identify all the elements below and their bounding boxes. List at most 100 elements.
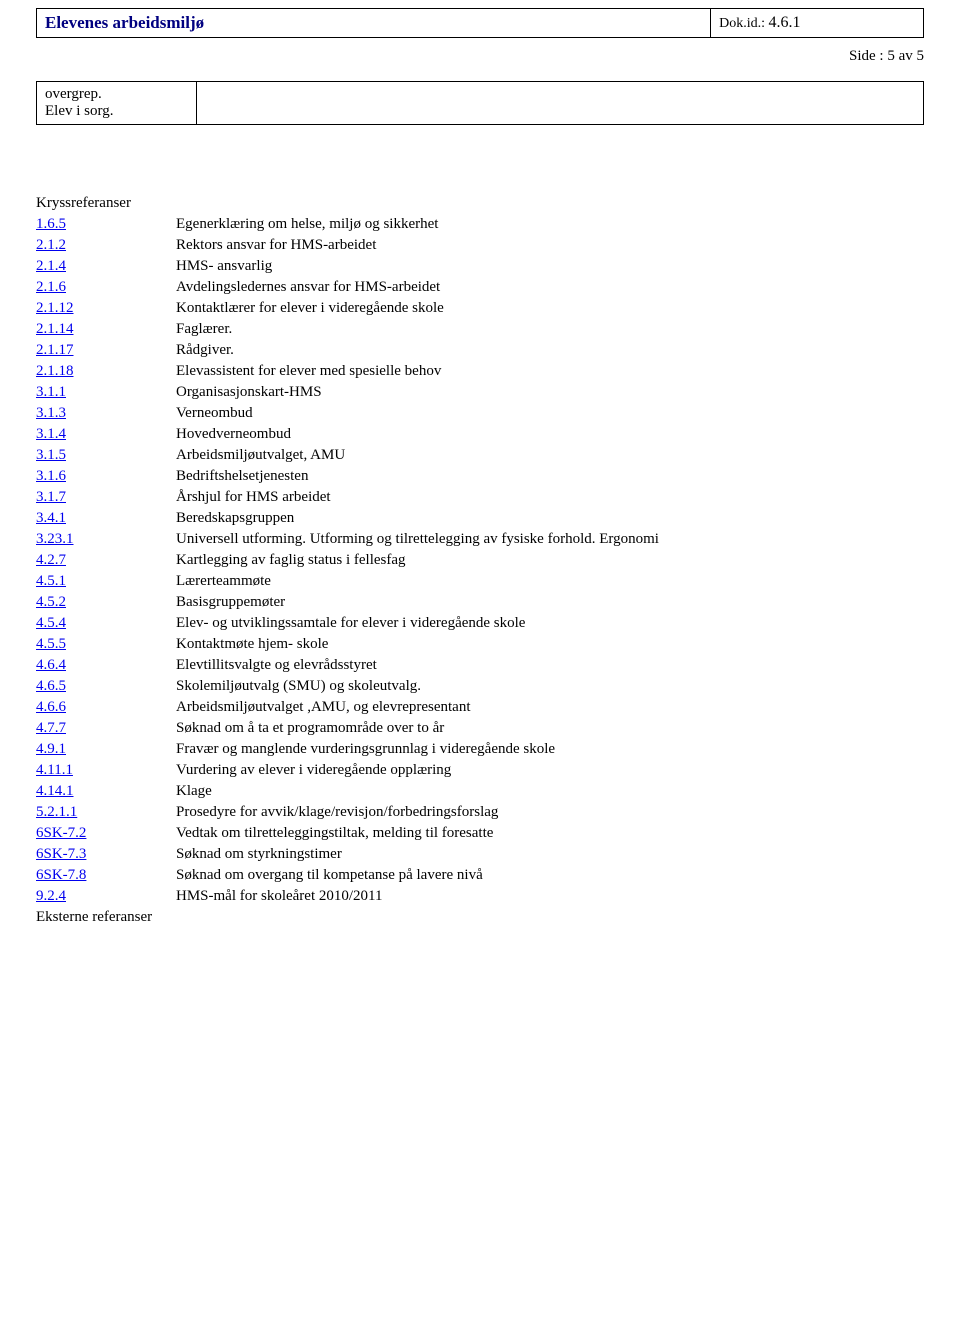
crossref-row: 4.6.5 Skolemiljøutvalg (SMU) og skoleutva… bbox=[36, 676, 659, 697]
crossref-row: 5.2.1.1 Prosedyre for avvik/klage/revisjo… bbox=[36, 802, 659, 823]
crossref-desc: Elevassistent for elever med spesielle b… bbox=[176, 361, 659, 382]
crossref-link[interactable]: 4.9.1 bbox=[36, 741, 66, 757]
crossref-link[interactable]: 6SK-7.2 bbox=[36, 825, 86, 841]
crossref-desc: Elev- og utviklingssamtale for elever i … bbox=[176, 613, 659, 634]
crossref-row: 2.1.17 Rådgiver. bbox=[36, 340, 659, 361]
crossref-row: 4.9.1 Fravær og manglende vurderingsgrunn… bbox=[36, 739, 659, 760]
crossref-row: 4.6.6Arbeidsmiljøutvalget ,AMU, og elevr… bbox=[36, 697, 659, 718]
crossref-row: 4.5.4 Elev- og utviklingssamtale for elev… bbox=[36, 613, 659, 634]
crossref-link[interactable]: 3.1.6 bbox=[36, 468, 66, 484]
doc-title: Elevenes arbeidsmiljø bbox=[45, 13, 204, 32]
crossref-link[interactable]: 2.1.17 bbox=[36, 342, 74, 358]
crossref-link[interactable]: 4.5.4 bbox=[36, 615, 66, 631]
crossref-link[interactable]: 2.1.12 bbox=[36, 300, 74, 316]
crossref-link[interactable]: 2.1.4 bbox=[36, 258, 66, 274]
crossref-link[interactable]: 4.5.1 bbox=[36, 573, 66, 589]
crossref-table: 1.6.5 Egenerklæring om helse, miljø og si… bbox=[36, 214, 659, 907]
crossref-link[interactable]: 1.6.5 bbox=[36, 216, 66, 232]
crossref-link[interactable]: 4.6.4 bbox=[36, 657, 66, 673]
crossref-link[interactable]: 4.5.5 bbox=[36, 636, 66, 652]
crossref-desc: Fravær og manglende vurderingsgrunnlag i… bbox=[176, 739, 659, 760]
crossref-link[interactable]: 3.1.4 bbox=[36, 426, 66, 442]
crossref-link[interactable]: 6SK-7.3 bbox=[36, 846, 86, 862]
crossref-desc: Vedtak om tilretteleggingstiltak, meldin… bbox=[176, 823, 659, 844]
crossref-desc: Søknad om å ta et programområde over to … bbox=[176, 718, 659, 739]
docid-label: Dok.id.: bbox=[719, 16, 768, 31]
crossref-desc: Elevtillitsvalgte og elevrådsstyret bbox=[176, 655, 659, 676]
docid-value: 4.6.1 bbox=[769, 14, 801, 31]
crossref-desc: HMS- ansvarlig bbox=[176, 256, 659, 277]
note-box: overgrep. Elev i sorg. bbox=[36, 81, 924, 125]
crossref-desc: Prosedyre for avvik/klage/revisjon/forbe… bbox=[176, 802, 659, 823]
crossref-link[interactable]: 4.2.7 bbox=[36, 552, 66, 568]
crossref-row: 4.5.1 Lærerteammøte bbox=[36, 571, 659, 592]
crossref-row: 3.1.5 Arbeidsmiljøutvalget, AMU bbox=[36, 445, 659, 466]
crossref-row: 2.1.18 Elevassistent for elever med spesi… bbox=[36, 361, 659, 382]
crossref-row: 4.11.1 Vurdering av elever i videregående… bbox=[36, 760, 659, 781]
crossref-link[interactable]: 4.6.5 bbox=[36, 678, 66, 694]
crossref-desc: Organisasjonskart-HMS bbox=[176, 382, 659, 403]
crossref-row: 9.2.4 HMS-mål for skoleåret 2010/2011 bbox=[36, 886, 659, 907]
crossref-row: 4.14.1Klage bbox=[36, 781, 659, 802]
crossref-link[interactable]: 2.1.6 bbox=[36, 279, 66, 295]
page-number: Side : 5 av 5 bbox=[36, 48, 924, 65]
crossref-desc: Avdelingsledernes ansvar for HMS-arbeide… bbox=[176, 277, 659, 298]
crossref-desc: HMS-mål for skoleåret 2010/2011 bbox=[176, 886, 659, 907]
crossref-desc: Hovedverneombud bbox=[176, 424, 659, 445]
crossref-row: 4.7.7 Søknad om å ta et programområde ove… bbox=[36, 718, 659, 739]
crossref-row: 1.6.5 Egenerklæring om helse, miljø og si… bbox=[36, 214, 659, 235]
crossref-desc: Rektors ansvar for HMS-arbeidet bbox=[176, 235, 659, 256]
crossref-link[interactable]: 2.1.2 bbox=[36, 237, 66, 253]
crossref-link[interactable]: 2.1.14 bbox=[36, 321, 74, 337]
crossref-link[interactable]: 4.7.7 bbox=[36, 720, 66, 736]
crossref-row: 4.5.5Kontaktmøte hjem- skole bbox=[36, 634, 659, 655]
external-ref-heading: Eksterne referanser bbox=[36, 909, 924, 926]
crossref-row: 2.1.4 HMS- ansvarlig bbox=[36, 256, 659, 277]
crossref-row: 6SK-7.3Søknad om styrkningstimer bbox=[36, 844, 659, 865]
crossref-desc: Lærerteammøte bbox=[176, 571, 659, 592]
crossref-row: 3.4.1 Beredskapsgruppen bbox=[36, 508, 659, 529]
crossref-row: 3.1.3 Verneombud bbox=[36, 403, 659, 424]
crossref-desc: Årshjul for HMS arbeidet bbox=[176, 487, 659, 508]
crossref-desc: Arbeidsmiljøutvalget, AMU bbox=[176, 445, 659, 466]
crossref-link[interactable]: 4.6.6 bbox=[36, 699, 66, 715]
crossref-link[interactable]: 2.1.18 bbox=[36, 363, 74, 379]
note-right-empty bbox=[197, 82, 924, 125]
crossref-desc: Egenerklæring om helse, miljø og sikkerh… bbox=[176, 214, 659, 235]
crossref-desc: Bedriftshelsetjenesten bbox=[176, 466, 659, 487]
crossref-link[interactable]: 3.1.7 bbox=[36, 489, 66, 505]
crossref-link[interactable]: 4.11.1 bbox=[36, 762, 73, 778]
crossref-link[interactable]: 4.14.1 bbox=[36, 783, 74, 799]
crossref-desc: Skolemiljøutvalg (SMU) og skoleutvalg. bbox=[176, 676, 659, 697]
crossref-link[interactable]: 5.2.1.1 bbox=[36, 804, 77, 820]
crossref-desc: Kartlegging av faglig status i fellesfag bbox=[176, 550, 659, 571]
header-table: Elevenes arbeidsmiljø Dok.id.: 4.6.1 bbox=[36, 8, 924, 38]
crossref-row: 3.1.1 Organisasjonskart-HMS bbox=[36, 382, 659, 403]
crossref-desc: Basisgruppemøter bbox=[176, 592, 659, 613]
crossref-heading: Kryssreferanser bbox=[36, 195, 924, 212]
crossref-row: 4.5.2 Basisgruppemøter bbox=[36, 592, 659, 613]
crossref-link[interactable]: 9.2.4 bbox=[36, 888, 66, 904]
note-line: Elev i sorg. bbox=[45, 103, 188, 120]
crossref-link[interactable]: 3.1.1 bbox=[36, 384, 66, 400]
crossref-link[interactable]: 3.23.1 bbox=[36, 531, 74, 547]
crossref-link[interactable]: 3.4.1 bbox=[36, 510, 66, 526]
crossref-desc: Universell utforming. Utforming og tilre… bbox=[176, 529, 659, 550]
crossref-desc: Kontaktlærer for elever i videregående s… bbox=[176, 298, 659, 319]
crossref-desc: Rådgiver. bbox=[176, 340, 659, 361]
crossref-desc: Verneombud bbox=[176, 403, 659, 424]
crossref-row: 3.23.1 Universell utforming. Utforming og… bbox=[36, 529, 659, 550]
crossref-row: 6SK-7.2 Vedtak om tilretteleggingstiltak,… bbox=[36, 823, 659, 844]
crossref-row: 2.1.12 Kontaktlærer for elever i videregå… bbox=[36, 298, 659, 319]
crossref-link[interactable]: 6SK-7.8 bbox=[36, 867, 86, 883]
crossref-link[interactable]: 3.1.3 bbox=[36, 405, 66, 421]
crossref-row: 3.1.4 Hovedverneombud bbox=[36, 424, 659, 445]
crossref-link[interactable]: 3.1.5 bbox=[36, 447, 66, 463]
crossref-row: 3.1.7 Årshjul for HMS arbeidet bbox=[36, 487, 659, 508]
crossref-row: 4.6.4 Elevtillitsvalgte og elevrådsstyret bbox=[36, 655, 659, 676]
crossref-desc: Beredskapsgruppen bbox=[176, 508, 659, 529]
crossref-link[interactable]: 4.5.2 bbox=[36, 594, 66, 610]
crossref-desc: Vurdering av elever i videregående opplæ… bbox=[176, 760, 659, 781]
crossref-row: 2.1.14 Faglærer. bbox=[36, 319, 659, 340]
crossref-desc: Faglærer. bbox=[176, 319, 659, 340]
